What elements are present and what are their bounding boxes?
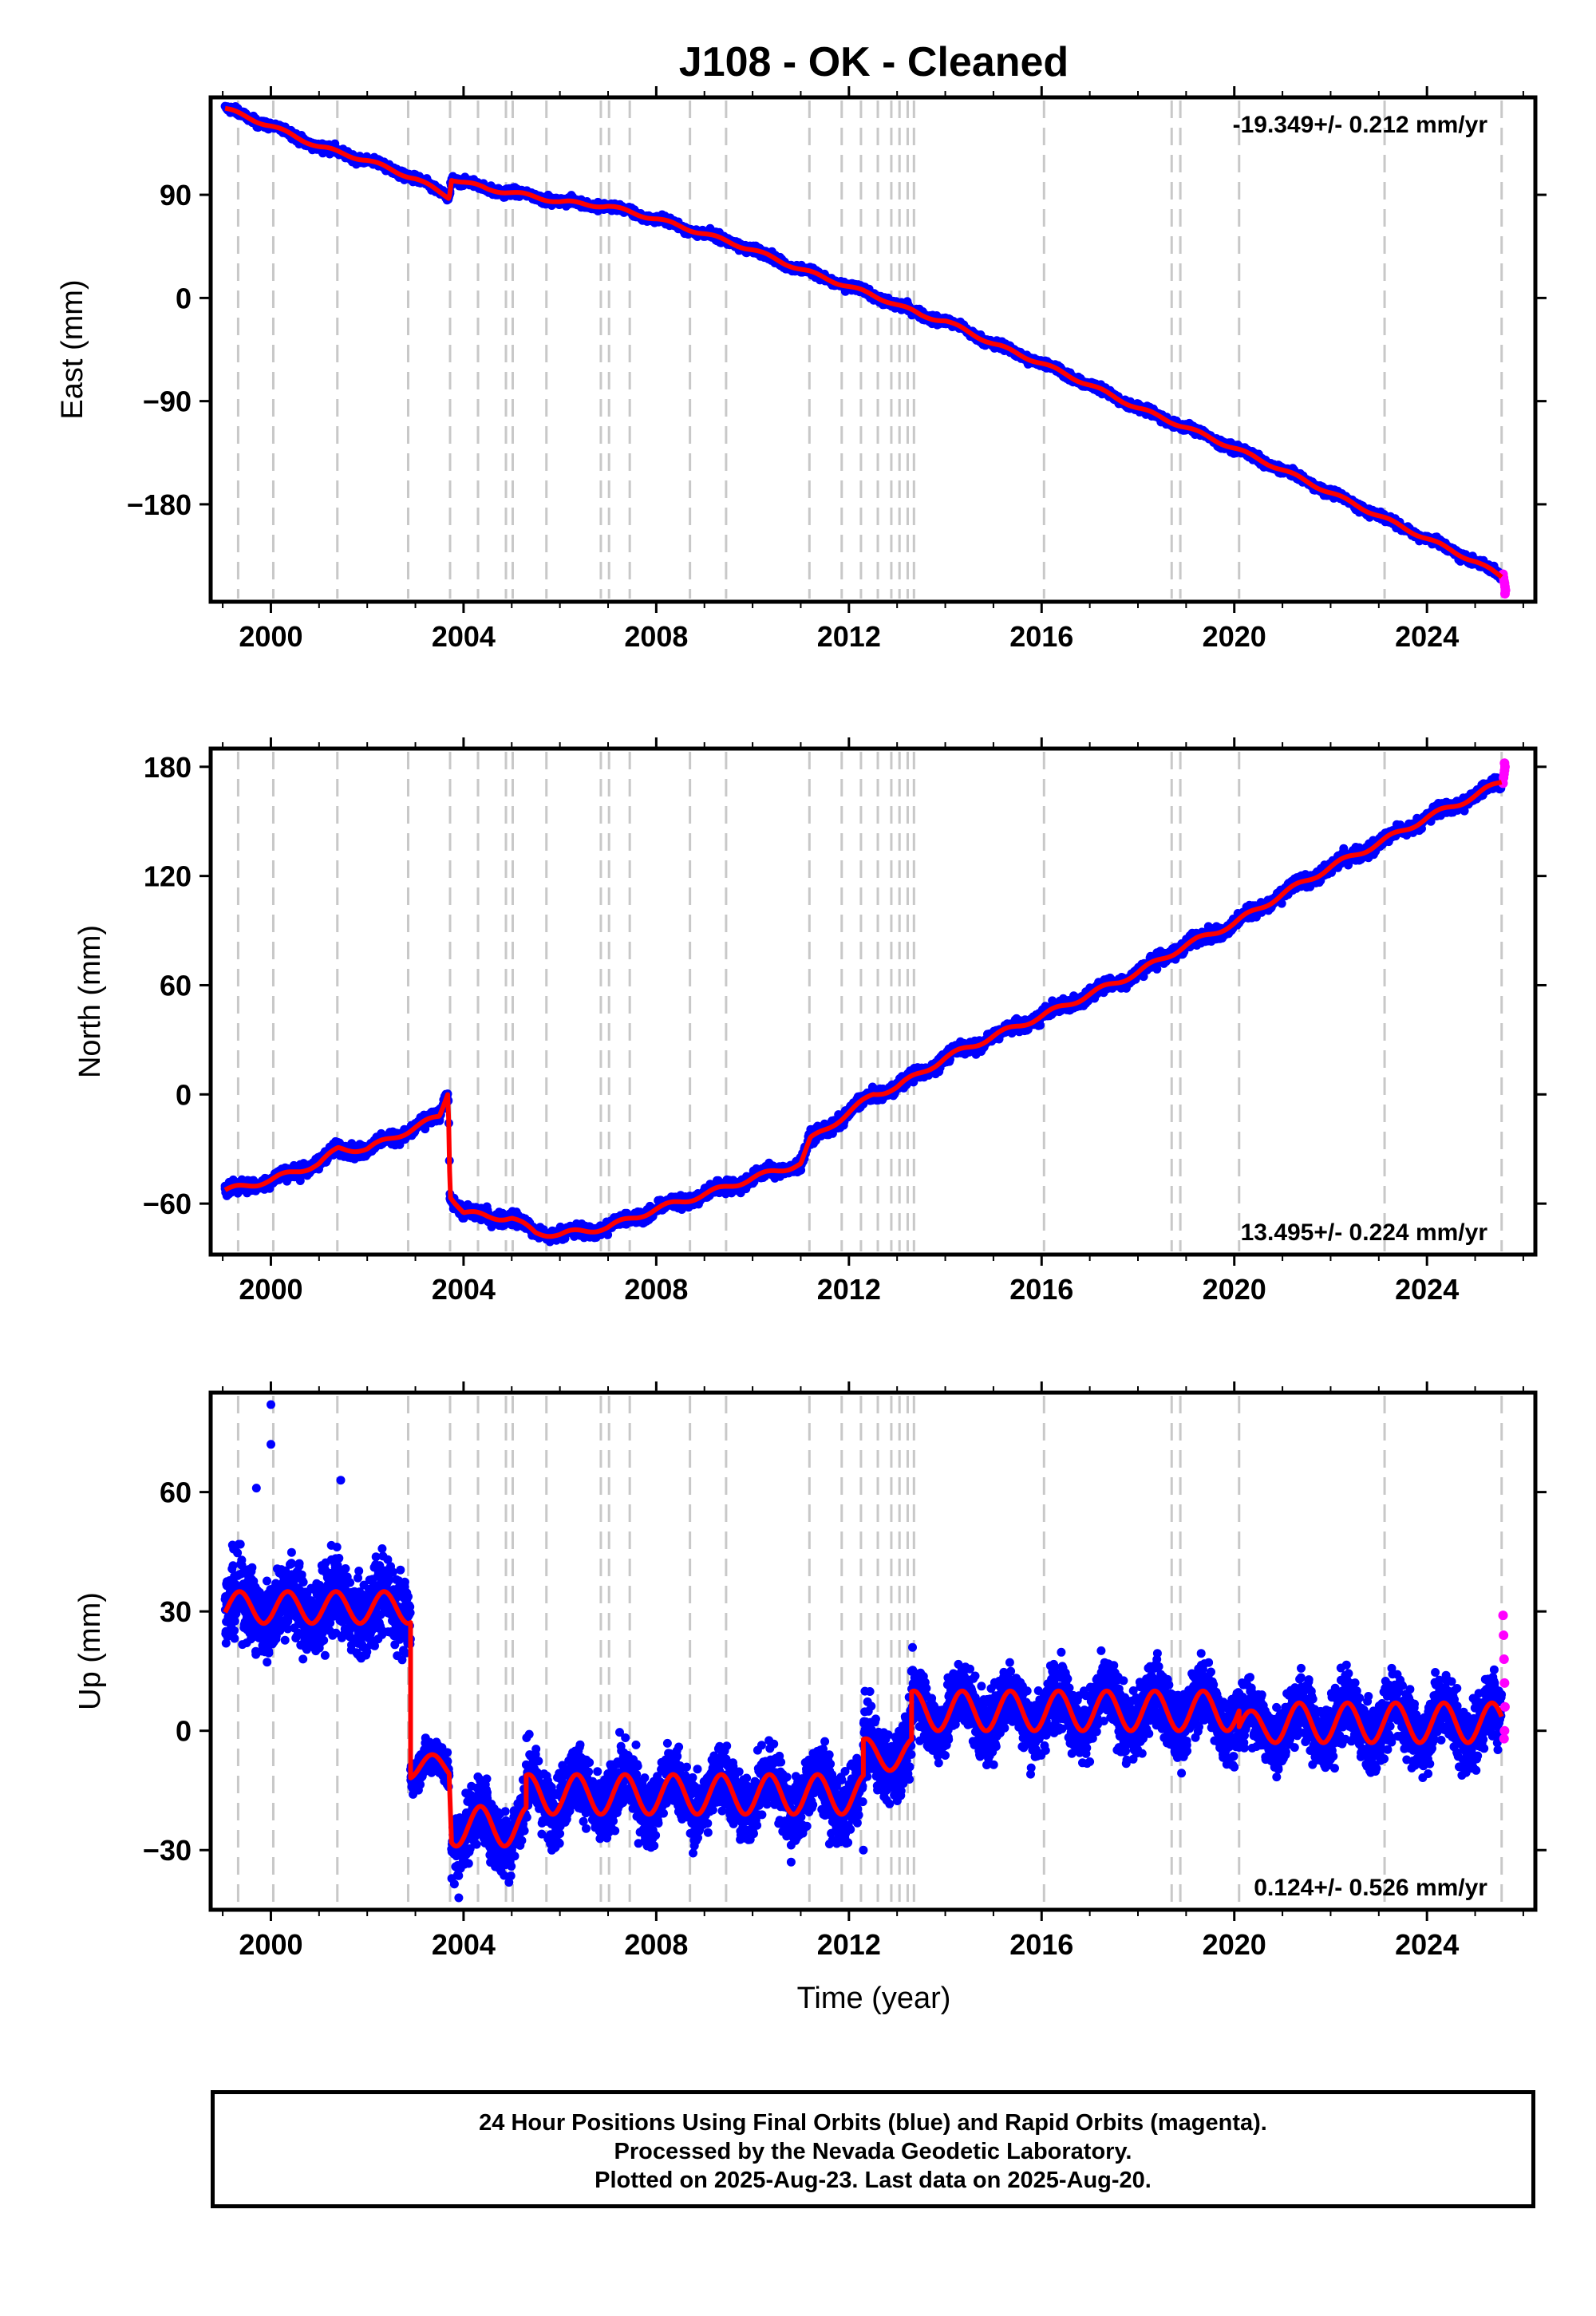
footer-line-2: Processed by the Nevada Geodetic Laborat… (614, 2139, 1132, 2164)
chart-title: J108 - OK - Cleaned (679, 39, 1069, 85)
y-tick-label: 30 (160, 1595, 192, 1628)
panel-north: 2000 2004 2008 2012 2016 2020 2024 180 120 60 0 −60… (73, 737, 1547, 1306)
x-tick-label: 2016 (1009, 620, 1073, 653)
footer-line-1: 24 Hour Positions Using Final Orbits (bl… (479, 2110, 1267, 2136)
rate-label-north: 13.495+/- 0.224 mm/yr (1241, 1219, 1488, 1246)
up-plot-area (220, 1396, 1510, 1907)
y-tick-label: −60 (143, 1188, 192, 1220)
rapid-orbit-point (1499, 1725, 1510, 1736)
y-tick-label: −90 (143, 385, 192, 418)
x-tick-label: 2000 (239, 1928, 302, 1961)
rate-label-east: -19.349+/- 0.212 mm/yr (1233, 112, 1488, 138)
rate-label-up: 0.124+/- 0.526 mm/yr (1254, 1875, 1487, 1901)
y-tick-label: 60 (160, 1476, 192, 1509)
x-tick-label: 2008 (624, 1928, 688, 1961)
x-tick-label: 2016 (1009, 1928, 1073, 1961)
y-tick-label: 120 (144, 860, 192, 893)
x-tick-label: 2024 (1395, 1928, 1459, 1961)
up-frame (208, 1390, 1538, 1912)
x-tick-label: 2012 (817, 1273, 881, 1306)
y-tick-label: 0 (176, 282, 192, 314)
y-tick-label: 90 (160, 179, 192, 211)
x-tick-label: 2020 (1203, 1273, 1266, 1306)
north-final-orbit-points (220, 773, 1507, 1247)
north-scatter (220, 773, 1507, 1247)
north-frame (208, 746, 1538, 1257)
y-tick-label: 60 (160, 969, 192, 1002)
footer-line-3: Plotted on 2025-Aug-23. Last data on 202… (595, 2168, 1152, 2193)
x-tick-label: 2000 (239, 620, 302, 653)
x-tick-label: 2024 (1395, 1273, 1459, 1306)
y-tick-label: −180 (127, 488, 192, 521)
east-plot-area (220, 101, 1511, 599)
x-tick-label: 2004 (432, 1928, 496, 1961)
rapid-orbit-point (1499, 1654, 1509, 1664)
x-tick-label: 2020 (1203, 620, 1266, 653)
up-rapid-orbit-points (1498, 1611, 1510, 1744)
rapid-orbit-point (1499, 1630, 1509, 1641)
rapid-orbit-point (1499, 1701, 1510, 1712)
rapid-orbit-point (1499, 1678, 1510, 1688)
x-tick-label: 2024 (1395, 620, 1459, 653)
x-axis-label: Time (year) (797, 1982, 951, 2015)
up-final-orbit-points (220, 1400, 1507, 1903)
y-axis-label-north: North (mm) (73, 925, 107, 1078)
footer-box: 24 Hour Positions Using Final Orbits (bl… (211, 2090, 1535, 2208)
east-frame (208, 95, 1538, 604)
x-tick-label: 2008 (624, 620, 688, 653)
y-tick-label: −30 (143, 1834, 192, 1867)
rapid-orbit-point (1499, 1733, 1509, 1744)
panel-east: 2000 2004 2008 2012 2016 2020 2024 90 0 −90 −180 Ea… (56, 86, 1547, 653)
x-tick-label: 2008 (624, 1273, 688, 1306)
east-final-orbit-points (220, 101, 1507, 583)
east-model-line (223, 105, 1503, 579)
x-tick-label: 2000 (239, 1273, 302, 1306)
y-tick-label: 0 (176, 1078, 192, 1111)
x-tick-label: 2004 (432, 1273, 496, 1306)
y-tick-label: 180 (144, 751, 192, 784)
x-tick-label: 2004 (432, 620, 496, 653)
rapid-orbit-point (1499, 588, 1510, 599)
y-axis-label-east: East (mm) (56, 279, 89, 419)
east-scatter (220, 101, 1507, 583)
rapid-orbit-point (1499, 758, 1510, 769)
x-tick-label: 2016 (1009, 1273, 1073, 1306)
x-tick-label: 2012 (817, 620, 881, 653)
y-axis-label-up: Up (mm) (73, 1592, 107, 1710)
up-model-line (223, 1589, 1504, 1849)
north-rapid-orbit-points (1498, 758, 1510, 788)
north-plot-area (220, 752, 1510, 1251)
y-tick-label: 0 (176, 1715, 192, 1748)
north-model-line (223, 780, 1503, 1239)
up-scatter (220, 1400, 1507, 1903)
x-tick-label: 2012 (817, 1928, 881, 1961)
x-tick-label: 2020 (1203, 1928, 1266, 1961)
panel-up: 2000 2004 2008 2012 2016 2020 2024 60 30 0 −30 Up (… (73, 1381, 1547, 1961)
rapid-orbit-point (1498, 1611, 1508, 1621)
